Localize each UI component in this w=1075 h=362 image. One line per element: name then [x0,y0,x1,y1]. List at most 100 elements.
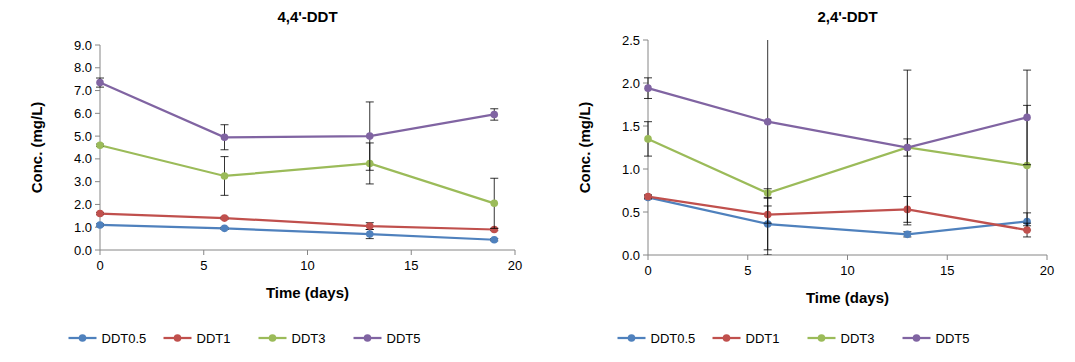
legend-marker [269,334,277,342]
y-tick [95,113,100,114]
error-bar [490,178,498,228]
legend-marker [79,334,87,342]
error-cap [366,238,374,239]
y-tick-label: 1.5 [622,119,640,134]
legend-label: DDT1 [746,331,780,346]
point [490,200,498,208]
error-cap [644,77,652,78]
legend-label: DDT5 [387,331,421,346]
y-tick-label: 4.0 [74,151,92,166]
error-bar [764,40,772,255]
y-tick [95,181,100,182]
point [490,236,498,244]
error-cap [903,70,911,71]
y-tick-label: 6.0 [74,106,92,121]
x-tick [648,255,649,260]
legend-label: DDT0.5 [102,331,147,346]
legend: DDT0.5 DDT1 DDT3 DDT5 [69,331,421,346]
x-tick-label: 0 [96,258,103,273]
error-cap [366,183,374,184]
y-tick [643,255,648,256]
error-cap [764,255,772,256]
x-axis-label: Time (days) [806,289,889,306]
series-line [100,145,494,203]
y-tick-label: 1.0 [74,220,92,235]
point [644,135,652,143]
error-bar [366,230,374,239]
error-cap [96,87,104,88]
y-tick [643,126,648,127]
legend-marker [818,334,826,342]
y-tick [95,250,100,251]
point [490,111,498,119]
x-tick [747,255,748,260]
series-line [648,197,1027,231]
y-tick-label: 0.0 [622,248,640,263]
legend-item: DDT3 [808,331,875,346]
point [644,193,652,201]
error-cap [490,108,498,109]
point [764,118,772,126]
error-bar [644,78,652,99]
y-tick-label: 2.5 [622,33,640,48]
y-tick [643,212,648,213]
y-tick-label: 7.0 [74,83,92,98]
legend: DDT0.5DDT1DDT3DDT5 [618,331,970,346]
y-tick [95,90,100,91]
y-tick-label: 9.0 [74,38,92,53]
error-cap [644,156,652,157]
legend-marker [364,334,372,342]
point [96,210,104,218]
point [904,231,912,239]
legend-label: DDT3 [841,331,875,346]
y-axis [648,40,649,255]
x-tick [307,250,308,255]
error-cap [490,178,498,179]
y-tick-label: 8.0 [74,60,92,75]
error-cap [903,138,911,139]
error-stem [767,40,768,255]
series-line [648,197,1027,234]
y-tick [95,158,100,159]
y-tick-label: 5.0 [74,129,92,144]
error-cap [1023,225,1031,226]
legend-marker [723,334,731,342]
chart: 2,4'-DDT0.00.51.01.52.02.505101520Time (… [576,0,1054,346]
error-cap [366,170,374,171]
error-cap [221,195,229,196]
series-line [648,88,1027,147]
chart: 4,4'-DDT0.01.02.03.04.05.06.07.08.09.005… [28,8,522,346]
series-line [648,139,1027,193]
y-tick-label: 1.0 [622,162,640,177]
y-tick-label: 3.0 [74,174,92,189]
error-bar [221,157,229,196]
point [366,222,374,230]
legend-label: DDT1 [197,331,231,346]
error-cap [221,124,229,125]
x-tick [947,255,948,260]
x-tick-label: 15 [404,258,418,273]
legend-item: DDT5 [903,331,970,346]
y-tick-label: 0.5 [622,205,640,220]
error-cap [903,156,911,157]
x-tick [515,250,516,255]
title: 4,4'-DDT [277,8,337,25]
x-tick-label: 10 [840,263,854,278]
x-tick [1047,255,1048,260]
y-tick-label: 2.0 [74,197,92,212]
plot-area [644,40,1031,255]
x-tick-label: 5 [744,263,751,278]
y-tick-label: 2.0 [622,76,640,91]
error-cap [644,98,652,99]
error-cap [221,156,229,157]
x-tick-label: 20 [1040,263,1054,278]
error-cap [221,149,229,150]
error-bar [644,122,652,156]
legend-item: DDT1 [164,331,231,346]
legend-label: DDT3 [292,331,326,346]
error-cap [490,228,498,229]
x-tick [411,250,412,255]
legend-marker [628,334,636,342]
point [904,144,912,152]
series-line [100,214,494,230]
